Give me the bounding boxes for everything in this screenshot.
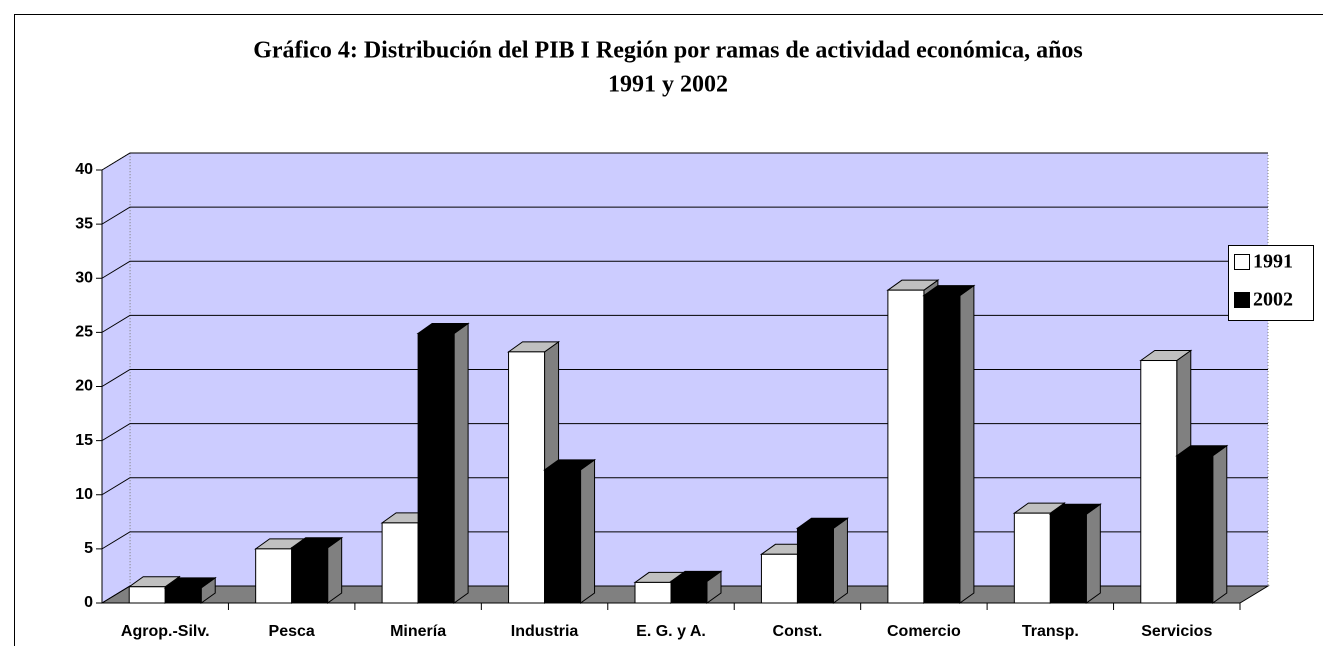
- y-tick-label: 40: [75, 161, 93, 178]
- x-tick-label: Comercio: [887, 623, 961, 640]
- grid-line: [101, 260, 1268, 279]
- bar: [922, 284, 976, 604]
- bar: [542, 458, 597, 604]
- bar-front: [1176, 455, 1214, 604]
- legend-swatch: [1234, 254, 1250, 270]
- bar-side: [453, 322, 469, 604]
- bar-front: [670, 580, 708, 604]
- bar-front: [1140, 360, 1178, 604]
- bar-front: [760, 553, 798, 604]
- bar-front: [1013, 512, 1051, 604]
- bar-front: [381, 522, 419, 604]
- x-tick-label: Pesca: [269, 623, 315, 640]
- bar: [669, 570, 723, 604]
- x-tick-label: Servicios: [1141, 623, 1212, 640]
- bar: [1048, 503, 1102, 604]
- bar-front: [508, 351, 546, 604]
- bar: [416, 322, 470, 604]
- x-tick-label: Transp.: [1022, 623, 1079, 640]
- y-tick-label: 30: [75, 269, 93, 286]
- chart-title: 1991 y 2002: [608, 72, 728, 98]
- bar-front: [887, 289, 925, 604]
- bar-front: [291, 547, 329, 604]
- grid-line: [101, 206, 1268, 225]
- bar-front: [544, 469, 582, 604]
- bar-side: [580, 458, 596, 604]
- y-tick-label: 35: [75, 215, 93, 232]
- bar-side: [327, 536, 343, 604]
- chart-title: Gráfico 4: Distribución del PIB I Región…: [253, 38, 1083, 64]
- legend-label: 1991: [1253, 251, 1293, 273]
- bar: [795, 517, 850, 604]
- bar-front: [128, 586, 166, 604]
- bar: [506, 340, 561, 604]
- bar-side: [959, 284, 975, 604]
- x-tick-label: Agrop.-Silv.: [121, 623, 210, 640]
- bar-front: [634, 581, 672, 604]
- bar: [290, 536, 344, 604]
- y-tick-label: 20: [75, 378, 93, 395]
- bar-front: [1049, 513, 1087, 604]
- y-tick-label: 10: [75, 486, 93, 503]
- bar-side: [1085, 503, 1101, 604]
- y-tick-label: 0: [84, 594, 93, 611]
- bar-front: [255, 548, 293, 604]
- bar-front: [796, 527, 834, 604]
- legend-swatch: [1234, 292, 1250, 308]
- x-tick-label: Const.: [773, 623, 823, 640]
- bar-front: [164, 587, 202, 604]
- bar-front: [923, 295, 961, 604]
- y-tick-label: 5: [84, 540, 93, 557]
- bar-side: [832, 517, 848, 604]
- bar: [1175, 444, 1229, 604]
- y-tick-label: 25: [75, 324, 93, 341]
- x-tick-label: Minería: [390, 623, 446, 640]
- bar: [163, 576, 217, 604]
- y-tick-label: 15: [75, 432, 93, 449]
- bar-side: [1212, 444, 1228, 604]
- x-tick-label: E. G. y A.: [636, 623, 706, 640]
- x-tick-label: Industria: [511, 623, 579, 640]
- grid-line: [101, 152, 1268, 171]
- bar-front: [417, 332, 455, 604]
- legend-label: 2002: [1253, 289, 1293, 311]
